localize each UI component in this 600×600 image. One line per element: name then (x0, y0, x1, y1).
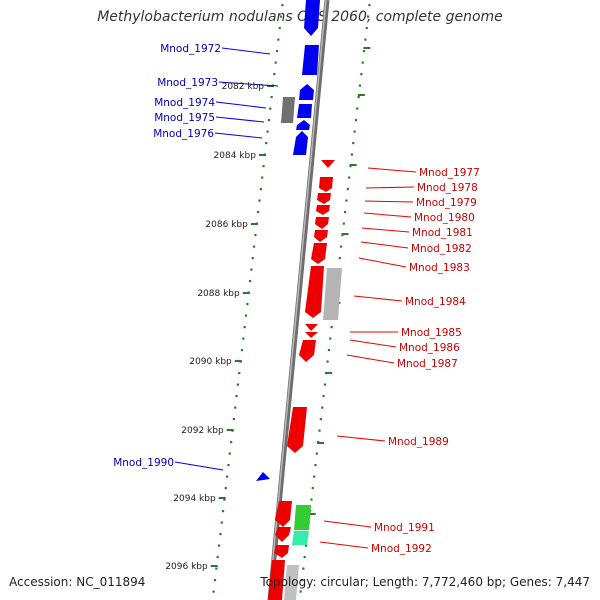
gene-mnod-1982 (314, 230, 328, 242)
gene-mnod-1975b (296, 120, 310, 130)
gene-mnod-1972b (302, 45, 319, 75)
gene-label: Mnod_1985 (401, 327, 462, 339)
gene-mnod-1972 (304, 0, 320, 36)
leader-line (358, 257, 407, 268)
feature-block (323, 268, 342, 320)
leader-line (346, 354, 395, 364)
gene-label: Mnod_1992 (371, 543, 432, 555)
gene-label: Mnod_1981 (412, 227, 473, 239)
gene-label: Mnod_1982 (411, 243, 472, 255)
rna-features (292, 505, 311, 545)
leader-line (367, 167, 417, 173)
topology-text: Topology: circular; Length: 7,772,460 bp… (260, 575, 590, 589)
scale-label: 2090 kbp (189, 357, 232, 367)
gene-label: Mnod_1978 (417, 182, 478, 194)
leader-line (353, 295, 403, 302)
leader-line (360, 241, 409, 249)
gene-mnod-1991b (275, 527, 291, 542)
scale-label: 2094 kbp (173, 494, 216, 504)
gene-mnod-1978 (319, 177, 333, 192)
scale-ticks-right (299, 3, 371, 593)
scale-label: 2086 kbp (205, 220, 248, 230)
label-leader-lines (174, 47, 417, 549)
feature-block (284, 565, 299, 600)
gene-mnod-1984 (305, 266, 324, 318)
scale-label: 2082 kbp (222, 82, 265, 92)
gene-mnod-1976 (293, 131, 308, 155)
gene-label: Mnod_1975 (154, 112, 215, 124)
backbone (267, 0, 330, 600)
gene-mnod-1993 (268, 560, 285, 600)
gene-label: Mnod_1976 (153, 128, 214, 140)
accession-text: Accession: NC_011894 (9, 575, 146, 589)
gene-label: Mnod_1987 (397, 358, 458, 370)
gene-mnod-1979 (317, 193, 331, 204)
leader-line (349, 339, 397, 348)
gene-label: Mnod_1984 (405, 296, 466, 308)
gene-label: Mnod_1980 (414, 212, 475, 224)
gene-label: Mnod_1989 (388, 436, 449, 448)
gene-label: Mnod_1983 (409, 262, 470, 274)
reverse-genes (268, 160, 335, 600)
scale-label: 2084 kbp (214, 151, 257, 161)
leader-line (215, 116, 265, 123)
gene-label: Mnod_1973 (157, 77, 218, 89)
gene-mnod-1991 (275, 501, 292, 527)
scale-label: 2096 kbp (165, 562, 208, 572)
gene-mnod-1987 (299, 340, 316, 362)
forward-genes (256, 0, 320, 481)
leader-line (363, 212, 412, 218)
gene-label: Mnod_1991 (374, 522, 435, 534)
leader-line (218, 81, 279, 87)
leader-line (364, 200, 414, 203)
leader-line (323, 520, 372, 528)
scale-label: 2088 kbp (197, 289, 240, 299)
gene-mnod-1977 (321, 160, 335, 168)
gene-mnod-1981 (315, 217, 329, 229)
gene-mnod-1980 (316, 205, 330, 215)
scale-label: 2092 kbp (181, 426, 224, 436)
gene-mnod-1985 (305, 324, 318, 331)
leader-line (361, 227, 410, 233)
scale-labels: 2082 kbp 2084 kbp 2086 kbp 2088 kbp 2090 kbp… (165, 82, 264, 572)
gene-mnod-1974 (299, 84, 314, 100)
gene-label: Mnod_1977 (419, 167, 480, 179)
gene-label: Mnod_1972 (160, 43, 221, 55)
leader-line (174, 461, 224, 471)
leader-line (221, 47, 271, 55)
rna-feature (292, 531, 309, 545)
gene-label: Mnod_1974 (154, 97, 215, 109)
feature-block (281, 97, 295, 123)
gene-mnod-1992 (274, 545, 289, 558)
gene-label: Mnod_1979 (416, 197, 477, 209)
gene-mnod-1986 (305, 332, 318, 338)
gene-label: Mnod_1990 (113, 457, 174, 469)
gene-mnod-1983 (311, 243, 327, 264)
leader-line (215, 101, 267, 109)
other-features (281, 0, 342, 600)
gene-mnod-1990 (256, 472, 270, 481)
map-title: Methylobacterium nodulans ORS 2060, comp… (97, 9, 503, 25)
gene-mnod-1989 (287, 407, 307, 453)
rna-feature (294, 505, 311, 530)
leader-line (214, 132, 263, 139)
gene-mnod-1975 (297, 104, 312, 118)
leader-line (319, 541, 369, 549)
gene-label: Mnod_1986 (399, 342, 460, 354)
leader-line (365, 186, 415, 189)
leader-line (336, 435, 386, 442)
gene-labels: Mnod_1972 Mnod_1973 Mnod_1974 Mnod_1975 Mnod… (113, 43, 480, 555)
